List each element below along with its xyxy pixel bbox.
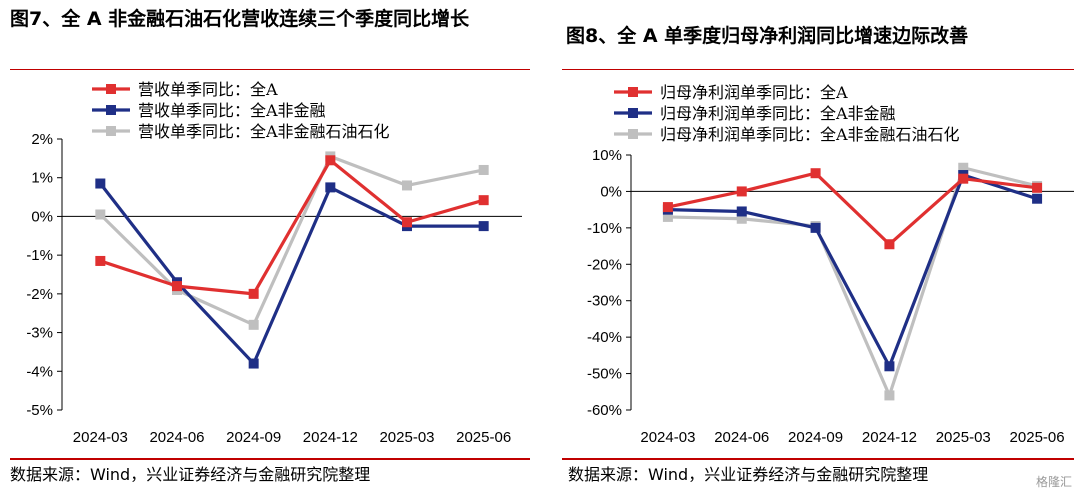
y-tick-label: -1% (26, 247, 53, 264)
series-line (667, 166, 1038, 398)
data-point-marker (1032, 182, 1043, 193)
x-tick-label: 2024-09 (226, 429, 281, 446)
y-tick-label: -50% (587, 366, 622, 383)
series-line (667, 173, 1038, 368)
data-point-marker (884, 390, 895, 401)
legend-label: 营收单季同比：全A (138, 80, 278, 99)
y-tick-label: -10% (587, 220, 622, 237)
y-tick-label: -60% (587, 402, 622, 419)
y-tick-label: 2% (31, 131, 53, 148)
chart-title: 图8、全 A 单季度归母净利润同比增速边际改善 (566, 25, 969, 47)
data-point-marker (884, 239, 895, 250)
series-line (667, 171, 1038, 246)
y-tick-label: -4% (26, 363, 53, 380)
source-divider (562, 458, 1074, 460)
data-point-marker (810, 222, 821, 233)
chart-title: 图7、全 A 非金融石油石化营收连续三个季度同比增长 (10, 8, 470, 30)
y-tick-label: 10% (592, 147, 622, 164)
data-point-marker (248, 319, 259, 330)
legend-label: 营收单季同比：全A非金融石油石化 (138, 122, 390, 141)
y-tick-label: -20% (587, 256, 622, 273)
data-point-marker (95, 209, 106, 220)
source-divider (10, 458, 530, 460)
x-tick-label: 2024-12 (303, 429, 358, 446)
series-line (99, 182, 484, 366)
data-point-marker (248, 358, 259, 369)
x-tick-label: 2025-06 (1010, 429, 1065, 446)
legend-marker (628, 129, 638, 139)
legend-label: 归母净利润单季同比：全A非金融 (660, 104, 896, 123)
x-tick-label: 2025-03 (379, 429, 434, 446)
x-tick-label: 2024-03 (640, 429, 695, 446)
data-source-note: 数据来源：Wind，兴业证券经济与金融研究院整理 (10, 465, 371, 484)
y-tick-label: 1% (31, 170, 53, 187)
profit-line-chart: 10% 0% -10% -20% -30% -40% -50% -60% 2024-03 2024… (587, 83, 1074, 446)
data-point-marker (1032, 193, 1043, 204)
x-tick-label: 2024-12 (862, 429, 917, 446)
data-point-marker (172, 281, 182, 292)
y-tick-label: 0% (31, 208, 53, 225)
y-tick-label: -5% (26, 402, 53, 419)
data-point-marker (248, 288, 259, 299)
data-point-marker (95, 178, 106, 189)
legend-label: 营收单季同比：全A非金融 (138, 101, 326, 120)
data-point-marker (478, 221, 489, 232)
series-line (99, 158, 485, 296)
data-point-marker (478, 195, 489, 206)
x-tick-label: 2025-06 (456, 429, 511, 446)
data-point-marker (662, 202, 673, 213)
data-point-marker (884, 361, 895, 372)
x-tick-label: 2024-09 (788, 429, 843, 446)
legend-label: 归母净利润单季同比：全A (660, 83, 848, 102)
y-tick-label: -3% (26, 325, 53, 342)
y-tick-label: -2% (26, 286, 53, 303)
y-tick-label: -40% (587, 329, 622, 346)
legend-marker (106, 126, 116, 136)
data-point-marker (736, 213, 747, 224)
revenue-line-chart: 2% 1% 0% -1% -2% -3% -4% -5% 2024-03 2024-06 2024-… (26, 80, 522, 446)
data-point-marker (478, 164, 489, 175)
y-tick-label: -30% (587, 293, 622, 310)
data-point-marker (736, 186, 747, 197)
legend-marker (106, 84, 116, 94)
series-line (99, 154, 484, 327)
data-point-marker (810, 168, 821, 179)
y-tick-label: 0% (600, 183, 622, 200)
legend-label: 归母净利润单季同比：全A非金融石油石化 (660, 125, 960, 144)
watermark-text: 格隆汇 (1035, 475, 1072, 489)
data-point-marker (662, 211, 673, 222)
data-point-marker (402, 217, 412, 228)
data-point-marker (736, 206, 747, 217)
chart-panel-profit: 图8、全 A 单季度归母净利润同比增速边际改善 10% 0% -10% -20% -30… (552, 0, 1080, 496)
title-divider (562, 69, 1074, 70)
data-source-note: 数据来源：Wind，兴业证券经济与金融研究院整理 (568, 465, 929, 484)
legend-marker (628, 87, 638, 97)
data-point-marker (958, 173, 969, 184)
data-point-marker (325, 155, 336, 166)
x-tick-label: 2025-03 (936, 429, 991, 446)
x-tick-label: 2024-06 (714, 429, 769, 446)
chart-panel-revenue: 图7、全 A 非金融石油石化营收连续三个季度同比增长 2% 1% 0% -1% -2% -… (10, 8, 530, 484)
data-point-marker (958, 162, 969, 173)
title-divider (10, 69, 530, 70)
x-tick-label: 2024-06 (149, 429, 204, 446)
data-point-marker (95, 255, 106, 266)
x-tick-label: 2024-03 (73, 429, 128, 446)
data-point-marker (325, 182, 336, 193)
data-point-marker (402, 180, 412, 191)
legend-marker (106, 105, 116, 115)
legend-marker (628, 108, 638, 118)
